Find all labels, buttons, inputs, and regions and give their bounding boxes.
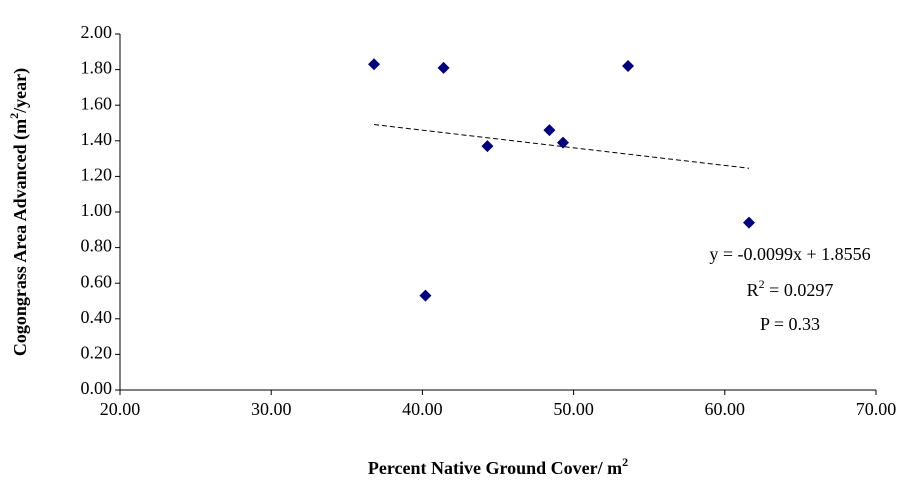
- point: [742, 216, 755, 229]
- x-tick-label: 50.00: [553, 399, 594, 419]
- y-tick-label: 1.40: [81, 129, 113, 149]
- x-tick-label: 30.00: [251, 399, 292, 419]
- y-tick-label: 0.60: [81, 271, 113, 291]
- equation: y = -0.0099x + 1.8556: [709, 244, 870, 264]
- y-title-text: /year): [10, 68, 31, 114]
- y-title-text: Cogongrass Area Advanced (m: [10, 119, 31, 356]
- y-tick-label: 0.20: [81, 343, 113, 363]
- point: [622, 60, 635, 73]
- p-value: P = 0.33: [760, 314, 820, 334]
- y-axis-title: Cogongrass Area Advanced (m2/year): [7, 68, 31, 356]
- point: [557, 136, 570, 149]
- y-tick-label: 0.80: [81, 236, 113, 256]
- x-tick-label: 40.00: [402, 399, 443, 419]
- point: [368, 58, 381, 71]
- point: [481, 140, 494, 153]
- x-axis-title: Percent Native Ground Cover/ m2: [368, 455, 628, 478]
- r2-sup: 2: [759, 277, 765, 291]
- point: [419, 289, 432, 302]
- x-title-sup: 2: [622, 455, 628, 469]
- y-tick-label: 2.00: [81, 22, 113, 42]
- point: [437, 61, 450, 74]
- x-title-text: Percent Native Ground Cover/ m: [368, 458, 622, 478]
- y-tick-label: 0.00: [81, 378, 113, 398]
- r2-text: R: [747, 280, 759, 300]
- r-squared: R2 = 0.0297: [747, 277, 834, 300]
- point: [543, 124, 556, 137]
- x-tick-label: 60.00: [705, 399, 746, 419]
- y-title-sup: 2: [7, 113, 21, 119]
- x-tick-label: 70.00: [856, 399, 897, 419]
- y-tick-label: 1.60: [81, 93, 113, 113]
- x-tick-label: 20.00: [100, 399, 141, 419]
- y-tick-label: 1.00: [81, 200, 113, 220]
- y-tick-label: 1.20: [81, 165, 113, 185]
- y-tick-label: 1.80: [81, 58, 113, 78]
- y-tick-label: 0.40: [81, 307, 113, 327]
- r2-text: = 0.0297: [765, 280, 834, 300]
